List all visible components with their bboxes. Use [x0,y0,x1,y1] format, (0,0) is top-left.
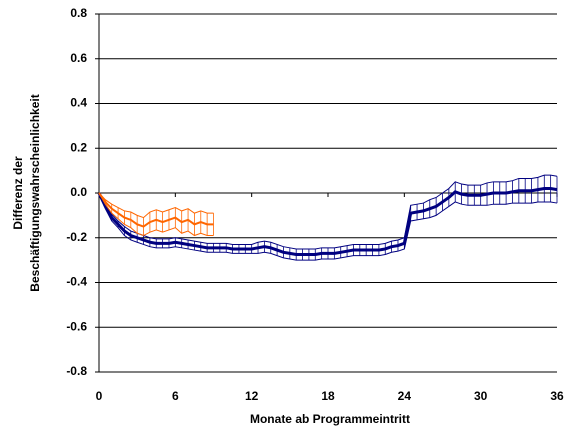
x-tick-label: 24 [398,389,412,403]
y-tick-label: 0.6 [70,51,87,65]
x-tick-label: 0 [96,389,103,403]
y-tick-label: 0.4 [70,96,87,110]
error-upper [98,192,214,219]
y-tick-label: -0.8 [66,364,87,378]
error-lower [98,192,214,237]
y-axis-label: Beschäftigungswahrscheinlichkeit [28,94,42,291]
y-tick-label: -0.6 [66,319,87,333]
y-tick-label: 0.0 [70,185,87,199]
x-tick-label: 6 [172,389,179,403]
series-line [98,192,214,228]
series-line [97,187,558,257]
x-tick-label: 12 [245,389,259,403]
y-tick-label: -0.4 [66,275,87,289]
y-axis-label: Differenz der [11,156,25,230]
x-tick-label: 18 [321,389,335,403]
y-tick-label: 0.8 [70,6,87,20]
x-axis-label: Monate ab Programmeintritt [250,412,410,426]
error-upper [98,174,558,250]
y-tick-label: 0.2 [70,140,87,154]
y-tick-label: -0.2 [66,230,87,244]
x-tick-label: 30 [474,389,488,403]
error-lower [98,192,558,261]
x-tick-label: 36 [550,389,564,403]
